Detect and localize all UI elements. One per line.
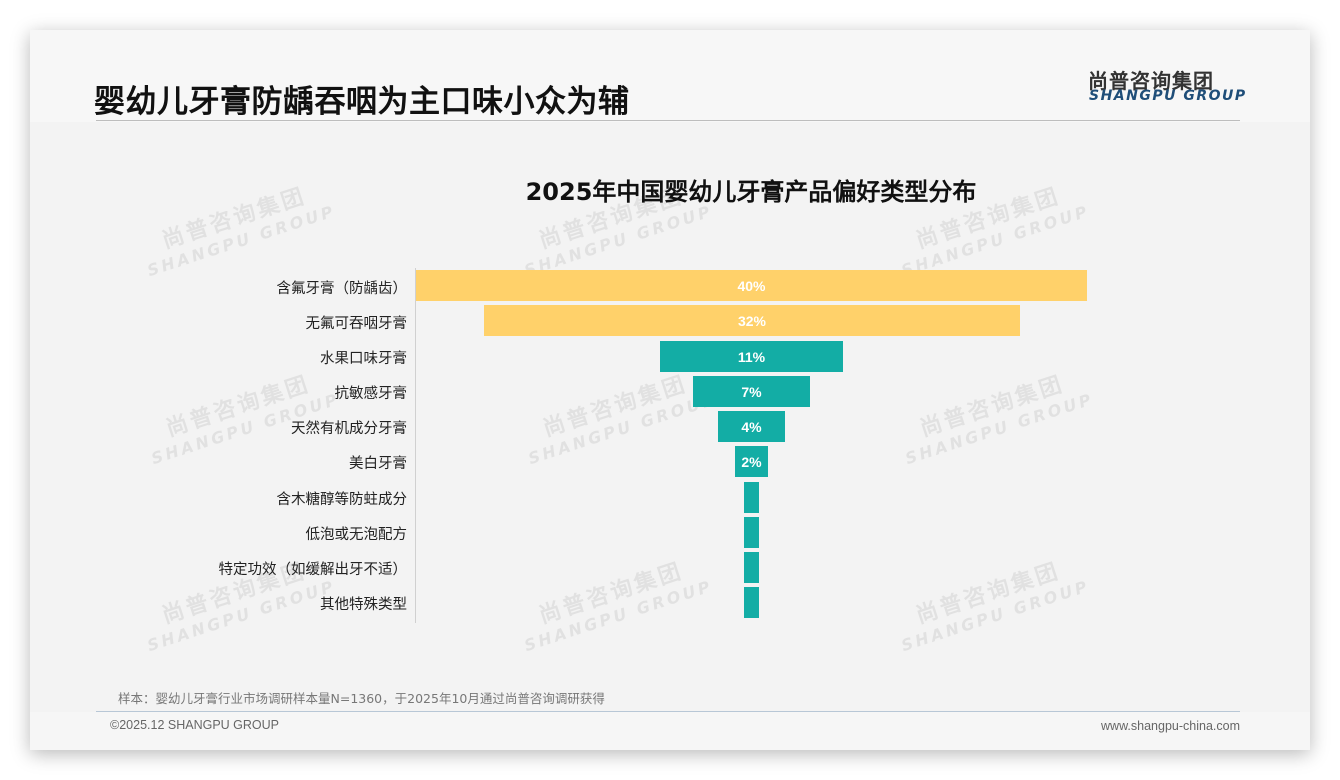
funnel-bar: 40%	[416, 270, 1087, 301]
category-label: 美白牙膏	[349, 456, 407, 472]
category-label: 其他特殊类型	[320, 597, 407, 613]
funnel-bar	[744, 587, 759, 618]
website-link[interactable]: www.shangpu-china.com	[1101, 719, 1240, 733]
slide-header	[30, 30, 1310, 122]
slide: 婴幼儿牙膏防龋吞咽为主口味小众为辅 尚普咨询集团 SHANGPU GROUP 尚…	[30, 30, 1310, 750]
watermark: 尚普咨询集团 SHANGPU GROUP	[521, 558, 715, 656]
watermark: 尚普咨询集团 SHANGPU GROUP	[902, 371, 1096, 469]
category-label: 水果口味牙膏	[320, 351, 407, 367]
funnel-bar: 4%	[718, 411, 785, 442]
footer-divider	[96, 711, 1240, 712]
copyright-text: ©2025.12 SHANGPU GROUP	[110, 718, 279, 732]
category-label: 特定功效（如缓解出牙不适）	[218, 562, 408, 578]
company-logo-cn: 尚普咨询集团	[1088, 69, 1214, 93]
slide-footer	[30, 712, 1310, 750]
category-label: 天然有机成分牙膏	[291, 421, 407, 437]
category-label: 低泡或无泡配方	[305, 527, 408, 543]
funnel-bar: 11%	[660, 341, 843, 372]
funnel-bar	[744, 552, 759, 583]
category-label: 无氟可吞咽牙膏	[305, 316, 408, 332]
category-label: 含木糖醇等防蛀成分	[276, 492, 408, 508]
title-divider	[96, 120, 1240, 121]
company-logo-en: SHANGPU GROUP	[1089, 88, 1247, 104]
category-label: 含氟牙膏（防龋齿）	[276, 281, 408, 297]
funnel-bar	[744, 482, 759, 513]
watermark: 尚普咨询集团 SHANGPU GROUP	[898, 558, 1092, 656]
watermark: 尚普咨询集团 SHANGPU GROUP	[525, 371, 719, 469]
slide-title: 婴幼儿牙膏防龋吞咽为主口味小众为辅	[94, 84, 630, 120]
watermark: 尚普咨询集团 SHANGPU GROUP	[148, 371, 342, 469]
funnel-bar: 2%	[735, 446, 768, 477]
sample-note: 样本：婴幼儿牙膏行业市场调研样本量N=1360，于2025年10月通过尚普咨询调…	[118, 691, 605, 706]
funnel-bar: 32%	[484, 305, 1020, 336]
category-axis-line	[415, 268, 416, 623]
chart-title: 2025年中国婴幼儿牙膏产品偏好类型分布	[525, 178, 977, 206]
category-label: 抗敏感牙膏	[334, 386, 408, 402]
funnel-bar: 7%	[693, 376, 810, 407]
funnel-bar	[744, 517, 759, 548]
